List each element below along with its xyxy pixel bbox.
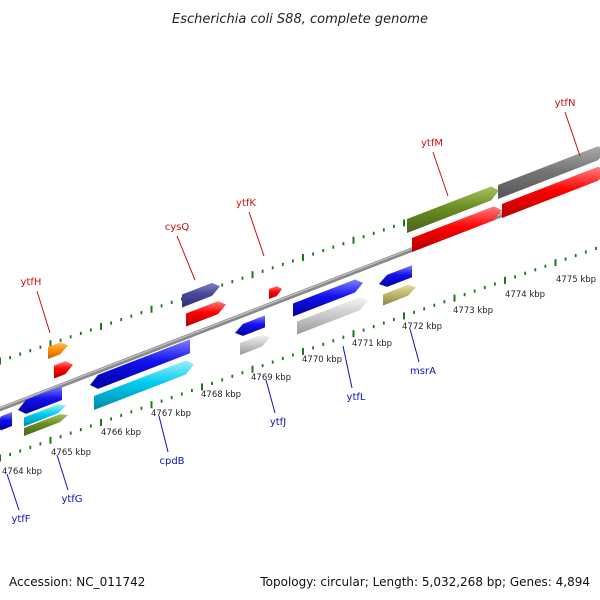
gene-label: ytfH — [21, 277, 42, 288]
gene-labels-bottom: ytfF ytfG cpdB ytfJ ytfL msrA — [11, 366, 436, 525]
kbp-label: 4770 kbp — [302, 355, 342, 365]
connector-ytfK — [248, 211, 265, 257]
connector-ytfN — [564, 111, 581, 157]
gene-feature-cpdB — [90, 339, 190, 389]
gene-feature-cpdB-lower — [94, 360, 194, 410]
kbp-label: 4774 kbp — [505, 290, 545, 300]
gene-feature-ytfE-gene — [18, 386, 62, 414]
gene-feature-ytfL — [293, 279, 363, 317]
gene-feature-ytfH — [48, 342, 68, 359]
connector-cpdB — [158, 415, 169, 453]
kbp-label: 4766 kbp — [101, 428, 141, 438]
connector-ytfF — [6, 473, 20, 511]
label-connectors — [6, 111, 581, 511]
kbp-label: 4764 kbp — [2, 467, 42, 477]
gene-feature-ytfF — [0, 412, 12, 431]
kbp-label: 4773 kbp — [453, 306, 493, 316]
gene-label: ytfL — [347, 392, 366, 403]
connector-ytfG — [56, 454, 69, 491]
gene-feature-ytfM — [407, 186, 499, 233]
kbp-label: 4767 kbp — [151, 409, 191, 419]
gene-feature-ytfN — [498, 146, 600, 199]
gene-label: cysQ — [165, 222, 190, 233]
gene-feature-ytfG-upper — [24, 404, 66, 427]
gene-label: ytfF — [11, 514, 30, 525]
accession-text: Accession: NC_011742 — [9, 575, 145, 589]
gene-feature-cysQ — [182, 282, 220, 308]
connector-ytfJ — [265, 379, 276, 414]
gene-labels-top: ytfH cysQ ytfK ytfM ytfN — [21, 98, 576, 288]
kbp-label: 4765 kbp — [51, 448, 91, 458]
gene-feature-ytfK — [269, 286, 282, 299]
genome-summary-text: Topology: circular; Length: 5,032,268 bp… — [259, 575, 590, 589]
connector-ytfH — [36, 290, 51, 334]
gene-label: ytfN — [555, 98, 576, 109]
gene-feature-ytfG-lower — [24, 414, 68, 436]
gene-feature-ytfM-lower — [412, 206, 502, 252]
gene-label: ytfK — [236, 198, 256, 209]
kbp-labels: 4764 kbp 4765 kbp 4766 kbp 4767 kbp 4768… — [2, 275, 596, 477]
connector-ytfM — [432, 151, 449, 197]
map-title: Escherichia coli S88, complete genome — [172, 12, 428, 27]
gene-feature-ytfL-lower — [297, 297, 368, 335]
gene-feature-ytfN-lower — [502, 166, 600, 218]
inner-tick-track — [0, 246, 597, 462]
gene-feature-msrA-lower — [383, 284, 416, 306]
connector-msrA — [409, 328, 420, 363]
kbp-label: 4775 kbp — [556, 275, 596, 285]
connector-cysQ — [176, 235, 196, 281]
kbp-label: 4768 kbp — [201, 390, 241, 400]
connector-ytfL — [342, 345, 353, 389]
gene-feature-msrA-upper — [379, 265, 412, 287]
feature-track — [0, 146, 600, 436]
gene-label: cpdB — [159, 456, 184, 467]
kbp-label: 4772 kbp — [402, 322, 442, 332]
gene-feature-ytfH-partner — [54, 361, 73, 379]
gene-label: ytfJ — [270, 417, 286, 428]
kbp-label: 4769 kbp — [251, 373, 291, 383]
gene-label: ytfG — [61, 494, 82, 505]
gene-feature-ytfJ-upper — [235, 315, 265, 336]
gene-feature-ytfJ-lower — [240, 334, 270, 355]
kbp-label: 4771 kbp — [352, 339, 392, 349]
gene-label: ytfM — [421, 138, 443, 149]
gene-label: msrA — [410, 366, 436, 377]
gene-feature-cysQ-lower — [186, 301, 226, 327]
